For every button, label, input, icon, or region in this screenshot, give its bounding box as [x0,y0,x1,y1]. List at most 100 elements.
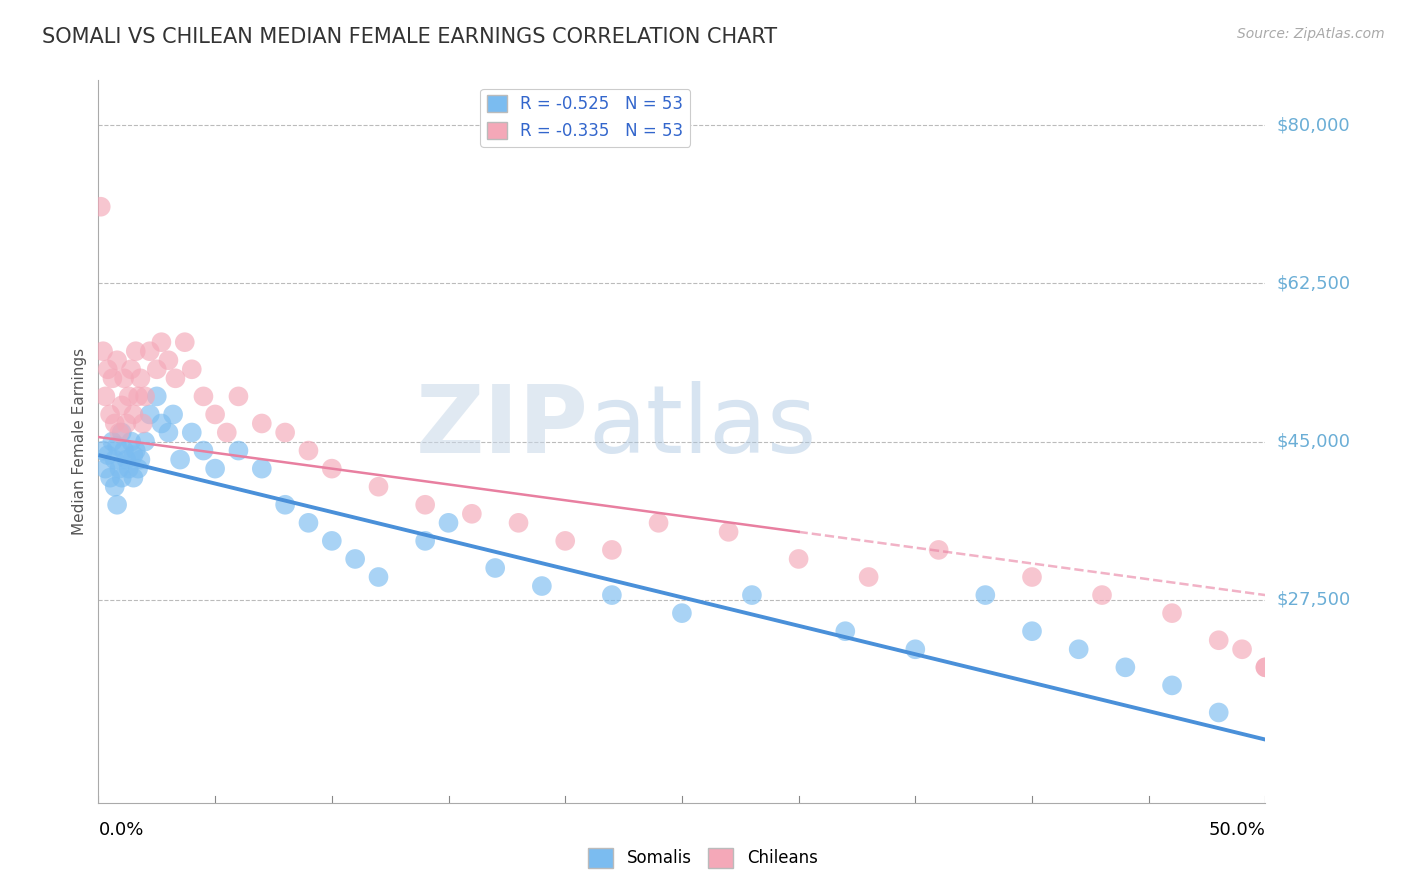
Point [105,439,128,453]
Point [250,417,273,431]
Legend: Somalis, Chileans: Somalis, Chileans [582,841,824,875]
Point [1208,706,1230,720]
Point [105,498,128,512]
Point [127,461,149,475]
Point [1067,642,1090,657]
Point [1021,570,1043,584]
Point [215,425,238,440]
Point [671,606,693,620]
Point [297,443,319,458]
Point [125,344,148,359]
Point [1208,633,1230,648]
Point [122,408,145,422]
Point [94,461,117,475]
Text: SOMALI VS CHILEAN MEDIAN FEMALE EARNINGS CORRELATION CHART: SOMALI VS CHILEAN MEDIAN FEMALE EARNINGS… [42,27,778,46]
Point [104,417,127,431]
Point [1161,678,1184,692]
Point [120,434,142,449]
Point [228,443,250,458]
Point [165,371,187,385]
Point [146,389,169,403]
Point [274,425,297,440]
Point [122,448,145,462]
Point [104,480,127,494]
Point [134,434,156,449]
Point [120,362,142,376]
Point [204,408,226,422]
Point [94,389,117,403]
Text: ZIP: ZIP [416,381,589,473]
Point [600,588,623,602]
Point [321,533,343,548]
Point [157,425,180,440]
Point [904,642,927,657]
Point [297,516,319,530]
Point [139,344,162,359]
Point [193,443,215,458]
Point [1161,606,1184,620]
Point [180,425,202,440]
Point [1230,642,1253,657]
Point [115,452,138,467]
Point [204,461,226,475]
Point [1114,660,1136,674]
Point [112,371,135,385]
Point [250,461,273,475]
Point [129,452,152,467]
Point [115,417,138,431]
Text: $80,000: $80,000 [1277,117,1350,135]
Point [193,389,215,403]
Point [1254,660,1277,674]
Point [91,344,114,359]
Point [484,561,506,575]
Legend: R = -0.525   N = 53, R = -0.335   N = 53: R = -0.525 N = 53, R = -0.335 N = 53 [481,88,690,146]
Point [101,434,124,449]
Point [169,452,191,467]
Point [127,389,149,403]
Point [530,579,553,593]
Point [928,542,950,557]
Point [413,533,436,548]
Point [101,371,124,385]
Point [125,443,148,458]
Text: 50.0%: 50.0% [1209,821,1265,838]
Point [858,570,880,584]
Point [132,417,155,431]
Point [111,398,134,412]
Point [118,461,141,475]
Point [90,200,112,214]
Point [554,533,576,548]
Point [741,588,763,602]
Point [98,408,121,422]
Point [508,516,530,530]
Point [461,507,484,521]
Point [111,425,134,440]
Point [344,552,367,566]
Point [134,389,156,403]
Point [647,516,669,530]
Point [437,516,460,530]
Point [974,588,997,602]
Point [173,335,195,350]
Point [787,552,810,566]
Text: $62,500: $62,500 [1277,275,1351,293]
Point [162,408,184,422]
Point [139,408,162,422]
Point [146,362,169,376]
Point [105,353,128,368]
Text: atlas: atlas [589,381,817,473]
Point [1254,660,1277,674]
Point [1091,588,1114,602]
Point [180,362,202,376]
Point [717,524,740,539]
Point [367,480,389,494]
Point [97,362,120,376]
Point [274,498,297,512]
Point [91,443,114,458]
Point [1021,624,1043,639]
Point [157,353,180,368]
Point [367,570,389,584]
Point [150,417,173,431]
Point [228,389,250,403]
Text: $27,500: $27,500 [1277,591,1351,608]
